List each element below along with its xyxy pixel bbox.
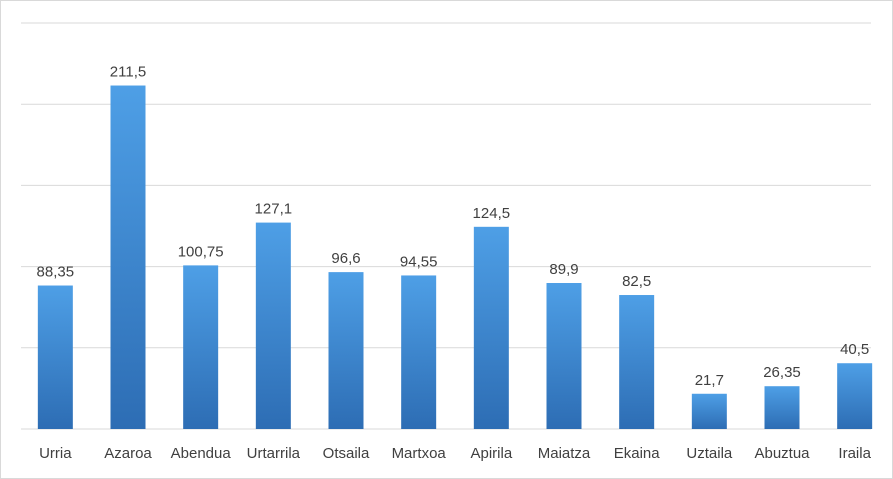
data-label: 211,5 xyxy=(110,64,146,81)
data-label: 94,55 xyxy=(400,253,438,270)
x-tick-label: Maiatza xyxy=(538,445,591,462)
data-label: 89,9 xyxy=(549,261,578,278)
bar-uztaila xyxy=(691,393,727,429)
bar-abuztua xyxy=(764,386,800,429)
x-tick-label: Ekaina xyxy=(614,445,661,462)
gridlines xyxy=(21,22,871,430)
x-tick-label: Iraila xyxy=(838,445,871,462)
x-tick-label: Martxoa xyxy=(392,445,447,462)
category-labels: Urria Azaroa Abendua Urtarrila Otsaila Martxo… xyxy=(39,445,871,462)
data-label: 21,7 xyxy=(695,372,724,389)
x-tick-label: Azaroa xyxy=(104,445,152,462)
data-label: 40,5 xyxy=(840,341,869,358)
bar-azaroa xyxy=(110,85,146,430)
bar-urtarrila xyxy=(255,222,291,429)
data-label: 124,5 xyxy=(473,205,511,222)
x-tick-label: Apirila xyxy=(470,445,512,462)
x-tick-label: Otsaila xyxy=(323,445,370,462)
bar-maiatza xyxy=(546,283,582,429)
bar-iraila xyxy=(837,363,873,429)
data-label: 82,5 xyxy=(622,273,651,290)
bars xyxy=(37,85,873,430)
x-tick-label: Urria xyxy=(39,445,72,462)
bar-martxoa xyxy=(401,275,437,429)
bar-ekaina xyxy=(619,295,655,429)
value-labels: 88,35 211,5 100,75 127,1 96,6 94,55 124,5 89,9 8… xyxy=(37,64,870,389)
x-tick-label: Abuztua xyxy=(754,445,810,462)
data-label: 88,35 xyxy=(37,264,75,281)
data-label: 96,6 xyxy=(331,250,360,267)
data-label: 127,1 xyxy=(255,201,293,218)
data-label: 100,75 xyxy=(178,243,224,260)
x-tick-label: Uztaila xyxy=(686,445,733,462)
data-label: 26,35 xyxy=(763,364,801,381)
bar-apirila xyxy=(473,226,509,429)
bar-urria xyxy=(37,285,73,429)
bar-otsaila xyxy=(328,272,364,429)
x-tick-label: Abendua xyxy=(171,445,232,462)
x-tick-label: Urtarrila xyxy=(247,445,301,462)
bar-abendua xyxy=(183,265,219,429)
